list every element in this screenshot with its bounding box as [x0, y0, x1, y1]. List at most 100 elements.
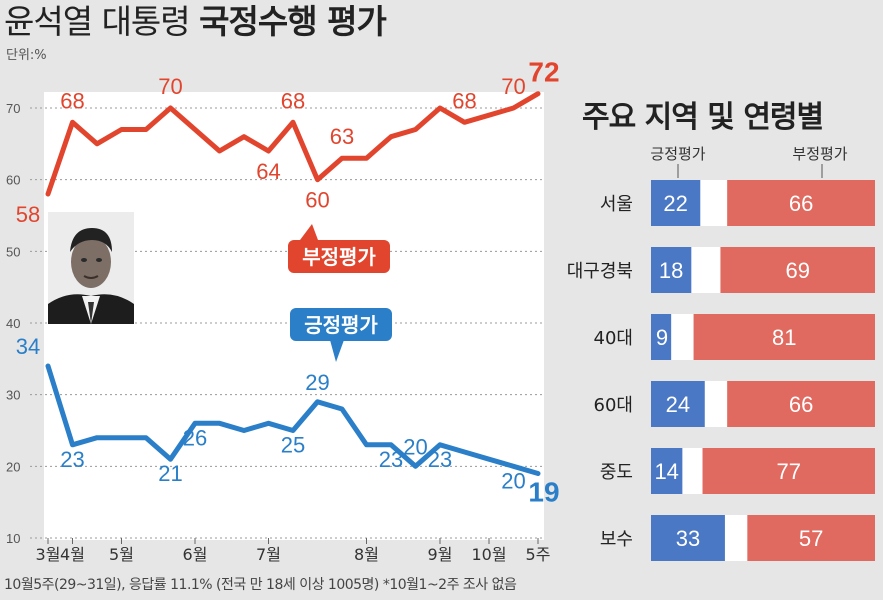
data-label: 19 — [528, 477, 559, 508]
x-tick-label: 6월 — [183, 545, 208, 564]
bar-negative — [747, 515, 875, 561]
bar-negative — [727, 381, 875, 427]
data-point — [72, 121, 73, 123]
bar-positive-value: 33 — [676, 526, 700, 551]
data-point — [219, 150, 220, 152]
president-portrait-icon — [48, 212, 134, 324]
data-label: 20 — [403, 434, 427, 459]
data-label: 34 — [16, 334, 40, 359]
data-point — [219, 422, 220, 424]
footnote: 10월5주(29~31일), 응답률 11.1% (전국 만 18세 이상 10… — [4, 577, 517, 593]
page-title: 윤석열 대통령 국정수행 평가 — [4, 2, 387, 42]
data-point — [145, 129, 147, 130]
bar-negative — [693, 314, 875, 360]
data-point — [292, 121, 294, 123]
category-label: 60대 — [594, 395, 633, 416]
legend-label: 긍정평가 — [650, 145, 705, 163]
callout-negative-pointer — [300, 224, 318, 240]
data-label: 68 — [281, 88, 305, 113]
data-point — [464, 451, 465, 453]
region-chart-title: 주요 지역 및 연령별 — [582, 100, 824, 135]
bar-negative-value: 66 — [789, 392, 813, 417]
data-point — [488, 458, 490, 460]
bar-positive — [651, 180, 701, 226]
y-tick-label: 40 — [6, 316, 20, 331]
bar-negative-value: 69 — [785, 258, 809, 283]
data-point — [96, 437, 98, 439]
x-tick-label: 10월 — [471, 545, 506, 564]
data-label: 63 — [330, 124, 354, 149]
x-tick-label: 4월 — [60, 545, 85, 564]
data-point — [121, 129, 122, 130]
bar-positive — [651, 515, 725, 561]
data-point — [341, 157, 343, 159]
data-point — [243, 430, 245, 431]
data-point — [537, 93, 539, 95]
data-label: 64 — [256, 159, 280, 184]
callout-positive-pointer — [330, 340, 344, 362]
bar-negative — [720, 247, 875, 293]
unit-label: 단위:% — [6, 48, 47, 63]
y-tick-label: 30 — [6, 388, 20, 403]
y-tick-label: 60 — [6, 173, 20, 188]
bar-negative-value: 77 — [777, 459, 801, 484]
data-label: 68 — [452, 88, 476, 113]
data-point — [439, 107, 441, 109]
bar-positive-value: 22 — [663, 191, 687, 216]
category-label: 보수 — [600, 529, 633, 550]
bar-positive-value: 24 — [666, 392, 690, 417]
data-label: 60 — [305, 188, 329, 213]
data-point — [170, 107, 171, 109]
bar-positive-value: 14 — [654, 459, 678, 484]
data-point — [317, 179, 318, 181]
data-point — [415, 465, 416, 467]
bar-negative-value: 81 — [772, 325, 796, 350]
data-point — [96, 143, 98, 145]
bar-positive-value: 18 — [659, 258, 683, 283]
president-photo — [48, 212, 134, 324]
bar-positive-value: 9 — [656, 325, 668, 350]
data-point — [513, 107, 514, 109]
data-point — [390, 136, 392, 138]
data-point — [317, 401, 318, 403]
y-tick-label: 70 — [6, 101, 20, 116]
x-tick-label: 3월 — [36, 545, 61, 564]
data-point — [537, 473, 539, 474]
legend-label: 부정평가 — [792, 145, 847, 163]
category-label: 서울 — [600, 194, 633, 215]
data-point — [268, 150, 269, 152]
bar-positive — [651, 381, 705, 427]
bar-negative-value: 57 — [799, 526, 823, 551]
data-label: 20 — [501, 468, 525, 493]
callout-negative-box — [288, 240, 390, 273]
x-tick-label: 5주 — [526, 545, 551, 564]
callout-negative-label: 부정평가 — [302, 245, 376, 269]
x-tick-label: 8월 — [354, 545, 379, 564]
data-point — [415, 129, 416, 130]
x-tick-label: 9월 — [428, 545, 453, 564]
data-label: 23 — [60, 447, 84, 472]
y-tick-label: 10 — [6, 531, 20, 546]
x-tick-label: 7월 — [256, 545, 281, 564]
data-label: 21 — [158, 461, 182, 486]
data-point — [170, 458, 171, 460]
data-point — [268, 422, 269, 424]
data-point — [488, 114, 490, 116]
data-point — [121, 437, 122, 439]
category-label: 대구경북 — [567, 261, 633, 282]
data-label: 25 — [281, 433, 305, 458]
data-point — [390, 444, 392, 446]
data-point — [72, 444, 73, 446]
data-point — [439, 444, 441, 446]
data-point — [464, 121, 465, 123]
data-point — [47, 193, 49, 195]
bar-positive — [651, 448, 683, 494]
data-point — [366, 444, 367, 446]
data-point — [292, 430, 294, 431]
bar-negative — [727, 180, 875, 226]
category-label: 40대 — [594, 328, 633, 349]
data-label: 70 — [501, 74, 525, 99]
data-point — [513, 465, 514, 467]
